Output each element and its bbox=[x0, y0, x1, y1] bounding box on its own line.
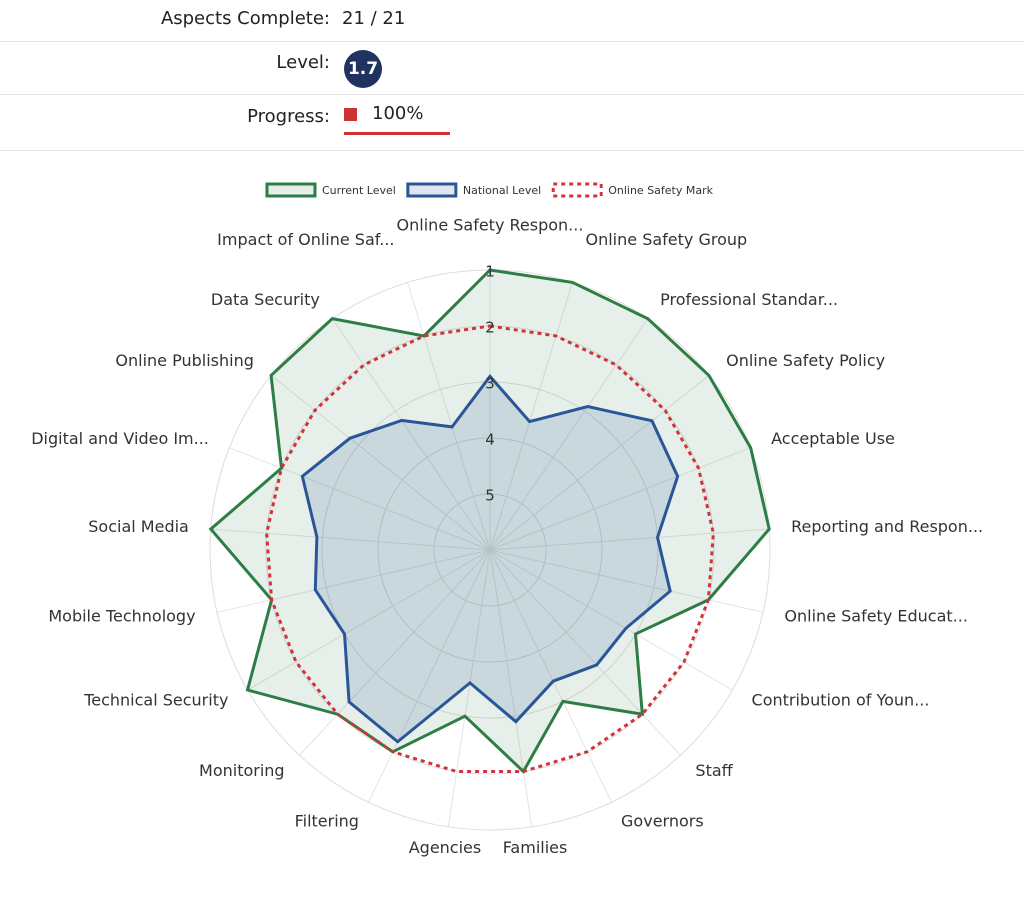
category-label: Online Safety Group bbox=[586, 230, 748, 249]
progress-bar bbox=[344, 132, 450, 135]
row-label: Level: bbox=[276, 52, 330, 73]
spoke bbox=[489, 549, 612, 803]
spoke bbox=[489, 282, 574, 551]
category-label: Monitoring bbox=[199, 761, 285, 780]
spoke bbox=[299, 549, 491, 756]
row-label: Progress: bbox=[247, 106, 330, 127]
level-row: Level: bbox=[0, 42, 1024, 95]
spoke bbox=[489, 549, 681, 756]
r-tick-label: 2 bbox=[485, 319, 495, 337]
category-label: Mobile Technology bbox=[48, 607, 195, 626]
category-label: Data Security bbox=[211, 290, 320, 309]
series-area bbox=[265, 324, 715, 773]
spoke bbox=[216, 549, 491, 613]
progress-icon bbox=[344, 108, 357, 121]
row-value: 100% bbox=[372, 103, 424, 124]
category-label: Impact of Online Saf... bbox=[217, 230, 394, 249]
legend-swatch bbox=[551, 182, 603, 198]
spoke bbox=[247, 549, 491, 691]
category-label: Digital and Video Im... bbox=[31, 429, 209, 448]
spoke bbox=[210, 528, 491, 551]
legend-label: Online Safety Mark bbox=[608, 184, 713, 197]
legend-swatch bbox=[265, 182, 317, 198]
spoke bbox=[489, 447, 751, 551]
category-label: Acceptable Use bbox=[771, 429, 895, 448]
spoke bbox=[331, 318, 491, 551]
category-label: Agencies bbox=[409, 838, 482, 857]
category-label: Online Safety Policy bbox=[726, 351, 885, 370]
category-label: Online Safety Educat... bbox=[784, 607, 968, 626]
category-label: Filtering bbox=[295, 812, 359, 831]
legend-swatch bbox=[406, 182, 458, 198]
series-area bbox=[208, 268, 771, 774]
row-value: 21 / 21 bbox=[342, 8, 406, 29]
progress-row: Progress: 100% bbox=[0, 95, 1024, 151]
spoke bbox=[489, 528, 770, 551]
level-badge: 1.7 bbox=[344, 50, 382, 88]
spoke bbox=[489, 549, 733, 691]
spoke bbox=[270, 375, 491, 551]
row-label: Aspects Complete: bbox=[160, 8, 330, 29]
legend-label: Current Level bbox=[322, 184, 396, 197]
spoke bbox=[229, 447, 491, 551]
r-tick-label: 5 bbox=[485, 487, 495, 505]
category-label: Reporting and Respon... bbox=[791, 517, 983, 536]
category-label: Online Publishing bbox=[115, 351, 253, 370]
category-label: Staff bbox=[695, 761, 733, 780]
spoke bbox=[489, 318, 649, 551]
r-tick-label: 1 bbox=[485, 263, 495, 281]
r-tick-label: 3 bbox=[485, 375, 495, 393]
spoke bbox=[489, 375, 710, 551]
aspects-row: Aspects Complete: 21 / 21 bbox=[0, 0, 1024, 42]
spoke bbox=[447, 549, 491, 827]
legend: Current Level National Level Online Safety… bbox=[265, 182, 714, 198]
category-label: Technical Security bbox=[83, 691, 228, 710]
category-label: Social Media bbox=[88, 517, 189, 536]
spoke bbox=[489, 549, 533, 827]
spoke bbox=[368, 549, 491, 803]
spoke bbox=[406, 282, 491, 551]
category-label: Professional Standar... bbox=[660, 290, 838, 309]
category-label: Families bbox=[503, 838, 568, 857]
category-label: Governors bbox=[621, 812, 704, 831]
r-tick-label: 4 bbox=[485, 431, 495, 449]
category-label: Contribution of Youn... bbox=[752, 691, 930, 710]
category-label: Online Safety Respon... bbox=[397, 216, 584, 235]
spoke bbox=[489, 549, 764, 613]
legend-label: National Level bbox=[463, 184, 541, 197]
series-area bbox=[300, 374, 680, 744]
